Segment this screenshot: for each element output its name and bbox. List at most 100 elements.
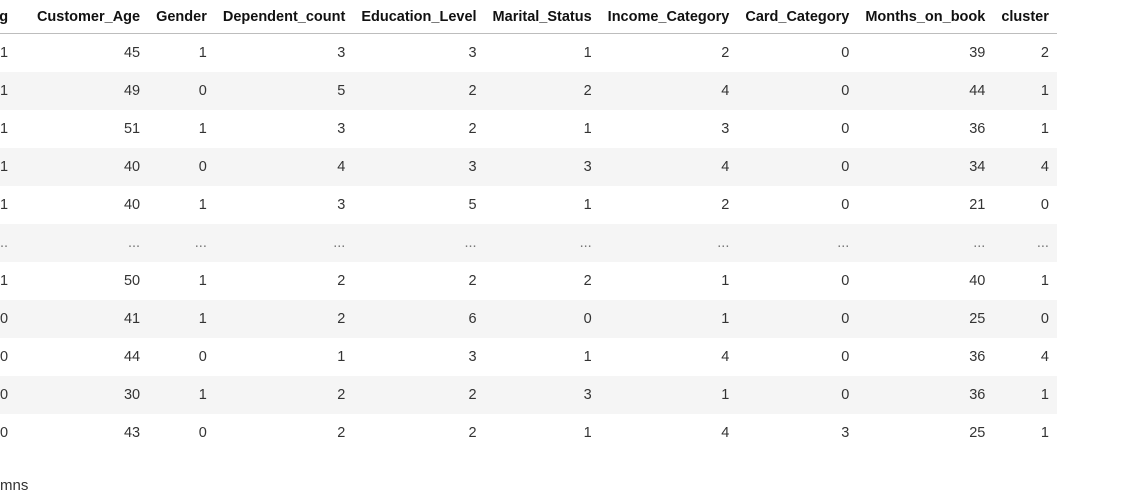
table-cell: 3: [353, 338, 485, 376]
table-cell: 2: [353, 262, 485, 300]
table-cell: 2: [484, 262, 600, 300]
table-cell: ...: [16, 224, 149, 262]
table-cell: 1: [0, 72, 17, 110]
table-cell: 1: [993, 72, 1057, 110]
table-row: 1 49 0 5 2 2 4 0 44 1: [0, 72, 1057, 110]
table-cell: 2: [353, 72, 485, 110]
table-cell: 1: [484, 186, 600, 224]
table-cell: 5: [353, 186, 485, 224]
column-header: Marital_Status: [484, 0, 600, 34]
table-cell: 34: [857, 148, 994, 186]
table-cell: 1: [599, 376, 738, 414]
table-cell: 1: [148, 33, 215, 72]
table-cell: ...: [0, 224, 17, 262]
column-header: Gender: [148, 0, 215, 34]
table-cell: 25: [857, 300, 994, 338]
table-cell: 1: [0, 148, 17, 186]
table-cell: ...: [353, 224, 485, 262]
table-row: 1 45 1 3 3 1 2 0 39 2: [0, 33, 1057, 72]
table-cell: 1: [599, 300, 738, 338]
table-cell: 40: [16, 148, 149, 186]
table-cell: 1: [148, 262, 215, 300]
table-cell: 2: [353, 110, 485, 148]
table-cell: 1: [0, 33, 17, 72]
table-cell: 4: [599, 72, 738, 110]
column-header: Card_Category: [737, 0, 858, 34]
table-cell: 0: [0, 338, 17, 376]
table-cell: 36: [857, 110, 994, 148]
table-cell: 2: [353, 414, 485, 452]
table-cell: 0: [993, 186, 1057, 224]
table-cell: 2: [214, 262, 354, 300]
ellipsis-row: ..............................: [0, 224, 1057, 262]
table-cell: ...: [993, 224, 1057, 262]
table-cell: 1: [484, 33, 600, 72]
table-cell: 4: [599, 414, 738, 452]
table-cell: 1: [0, 262, 17, 300]
table-row: 1 50 1 2 2 2 1 0 40 1: [0, 262, 1057, 300]
table-cell: 50: [16, 262, 149, 300]
table-cell: 4: [599, 338, 738, 376]
table-cell: 39: [857, 33, 994, 72]
table-cell: 1: [148, 376, 215, 414]
table-cell: 1: [148, 186, 215, 224]
table-cell: 1: [484, 110, 600, 148]
table-row: 1 51 1 3 2 1 3 0 36 1: [0, 110, 1057, 148]
table-cell: 3: [353, 148, 485, 186]
column-header: Income_Category: [599, 0, 738, 34]
table-cell: 0: [148, 338, 215, 376]
footer-summary: mns: [0, 470, 1129, 499]
column-header: cluster: [993, 0, 1057, 34]
table-body: 1 45 1 3 3 1 2 0 39 2 1 49 0 5 2 2 4 0 44 1 1 51 1 3 2 1 3 0 36 1 1 40 0…: [0, 33, 1057, 452]
table-cell: 0: [737, 72, 858, 110]
table-cell: 6: [353, 300, 485, 338]
table-cell: ...: [737, 224, 858, 262]
table-cell: 41: [16, 300, 149, 338]
column-header: Customer_Age: [16, 0, 149, 34]
table-cell: 3: [484, 376, 600, 414]
table-cell: 3: [214, 110, 354, 148]
table-row: 0 43 0 2 2 1 4 3 25 1: [0, 414, 1057, 452]
table-cell: 2: [214, 300, 354, 338]
table-cell: 1: [993, 262, 1057, 300]
table-cell: 44: [857, 72, 994, 110]
table-cell: 1: [148, 110, 215, 148]
table-cell: 4: [993, 338, 1057, 376]
table-cell: 4: [993, 148, 1057, 186]
table-header: g Customer_Age Gender Dependent_count Ed…: [0, 0, 1057, 34]
table-cell: 0: [737, 300, 858, 338]
column-header: Dependent_count: [214, 0, 354, 34]
header-row: g Customer_Age Gender Dependent_count Ed…: [0, 0, 1057, 34]
table-cell: 1: [484, 414, 600, 452]
table-cell: ...: [484, 224, 600, 262]
table-cell: ...: [214, 224, 354, 262]
table-cell: 51: [16, 110, 149, 148]
table-cell: 1: [599, 262, 738, 300]
table-cell: 0: [484, 300, 600, 338]
column-header: g: [0, 0, 17, 34]
table-row: 1 40 0 4 3 3 4 0 34 4: [0, 148, 1057, 186]
table-cell: 30: [16, 376, 149, 414]
table-cell: 0: [737, 148, 858, 186]
table-cell: 0: [0, 414, 17, 452]
table-cell: 0: [737, 33, 858, 72]
table-cell: 2: [599, 186, 738, 224]
table-cell: 1: [0, 110, 17, 148]
table-row: 0 41 1 2 6 0 1 0 25 0: [0, 300, 1057, 338]
table-cell: 1: [148, 300, 215, 338]
table-row: 0 44 0 1 3 1 4 0 36 4: [0, 338, 1057, 376]
table-cell: 0: [737, 110, 858, 148]
table-cell: 0: [0, 300, 17, 338]
table-cell: 1: [993, 414, 1057, 452]
table-cell: 2: [484, 72, 600, 110]
table-cell: 2: [599, 33, 738, 72]
table-cell: 0: [737, 262, 858, 300]
table-cell: 0: [737, 186, 858, 224]
table-cell: ...: [148, 224, 215, 262]
table-row: 1 40 1 3 5 1 2 0 21 0: [0, 186, 1057, 224]
table-cell: 3: [484, 148, 600, 186]
table-cell: 3: [737, 414, 858, 452]
table-cell: 40: [857, 262, 994, 300]
table-cell: 25: [857, 414, 994, 452]
